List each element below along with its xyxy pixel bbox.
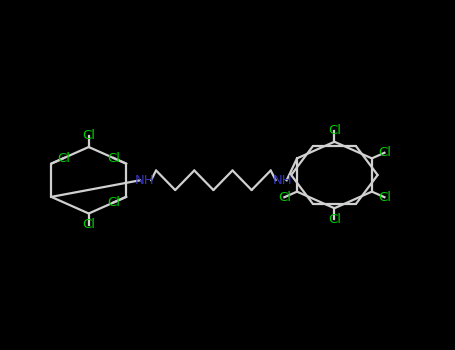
Text: Cl: Cl (107, 196, 120, 209)
Text: NH: NH (135, 174, 155, 187)
Text: Cl: Cl (328, 213, 341, 226)
Text: NH: NH (272, 174, 292, 187)
Text: Cl: Cl (278, 191, 291, 204)
Text: Cl: Cl (378, 146, 391, 159)
Text: Cl: Cl (328, 124, 341, 137)
Text: Cl: Cl (107, 152, 120, 164)
Text: Cl: Cl (82, 129, 95, 142)
Text: Cl: Cl (378, 191, 391, 204)
Text: Cl: Cl (82, 218, 95, 231)
Text: Cl: Cl (57, 152, 71, 164)
